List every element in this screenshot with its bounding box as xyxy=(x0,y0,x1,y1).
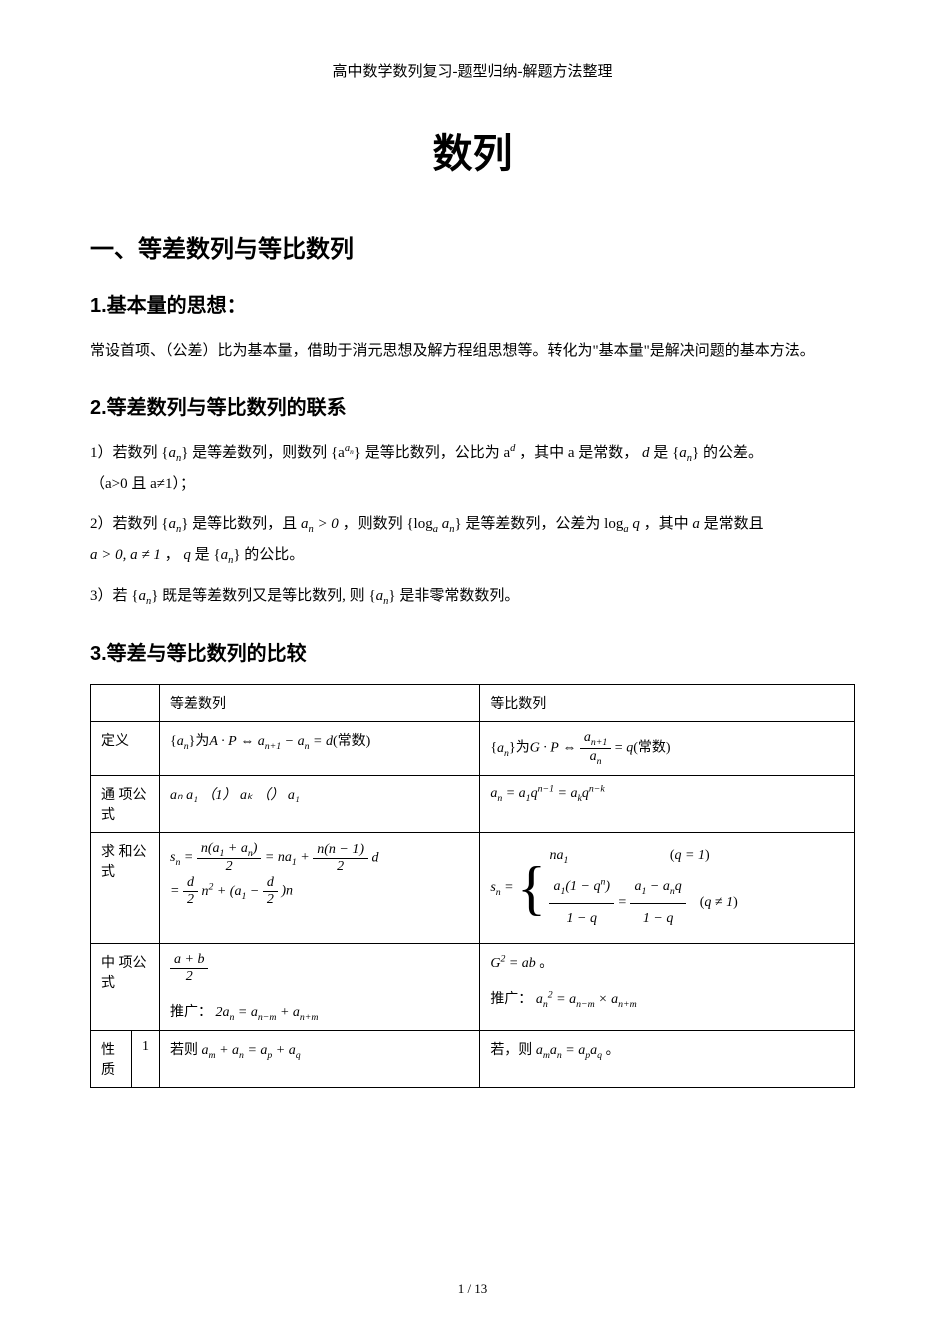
an-gt-0: an > 0 xyxy=(301,516,339,532)
text: ，其中 a 是常数， xyxy=(519,445,638,461)
prop-label: 性 质 xyxy=(91,1031,132,1087)
text: 为 xyxy=(516,741,530,756)
general-arithmetic: aₙ a₁ （1） aₖ （） a₁ xyxy=(160,775,480,832)
general-geometric: an = a1qn−1 = akqn−k xyxy=(480,775,855,832)
def-arithmetic: {an}为A · P ⇔ an+1 − an = d(常数) xyxy=(160,722,480,776)
main-title: 数列 xyxy=(90,121,855,179)
seq-an: {an} xyxy=(368,588,395,604)
text: 是非零常数数列。 xyxy=(399,588,519,604)
text: 是 xyxy=(653,445,668,461)
text: 既是等差数列又是等比数列, 则 xyxy=(162,588,365,604)
text: 是等比数列，且 xyxy=(192,516,297,532)
table-header-row: 等差数列 等比数列 xyxy=(91,685,855,722)
subsection-1-2-heading: 2.等差数列与等比数列的联系 xyxy=(90,391,855,420)
text: 是等差数列，则数列 xyxy=(192,445,327,461)
table-row-definition: 定义 {an}为A · P ⇔ an+1 − an = d(常数) {an}为G… xyxy=(91,722,855,776)
row-label: 性 质 1 xyxy=(91,1031,160,1088)
subsection-1-1-heading: 1.基本量的思想： xyxy=(90,289,855,318)
table-row-sum: 求 和公式 sn = n(a1 + an)2 = na1 + n(n − 1)2… xyxy=(91,832,855,943)
document-header: 高中数学数列复习-题型归纳-解题方法整理 xyxy=(90,60,855,81)
seq-an: {an} xyxy=(131,588,158,604)
text: 的公差。 xyxy=(703,445,763,461)
seq-an: {an} xyxy=(213,547,240,563)
prop-index: 1 xyxy=(132,1031,160,1087)
a-cond: a > 0, a ≠ 1 xyxy=(90,547,161,563)
table-row-midterm: 中 项公式 a + b2 推广： 2an = an−m + an+m G2 = … xyxy=(91,943,855,1031)
text: 为 xyxy=(195,734,209,749)
seq-an: {an} xyxy=(161,516,188,532)
prop-arithmetic: 若则 am + an = ap + aq xyxy=(160,1031,480,1088)
sum-arithmetic: sn = n(a1 + an)2 = na1 + n(n − 1)2 d = d… xyxy=(160,832,480,943)
row-label: 定义 xyxy=(91,722,160,776)
subsection-1-1-paragraph: 常设首项、（公差）比为基本量，借助于消元思想及解方程组思想等。转化为"基本量"是… xyxy=(90,336,855,366)
text: 1）若数列 xyxy=(90,445,158,461)
text: 3）若 xyxy=(90,588,128,604)
text: 是常数且 xyxy=(704,516,764,532)
row-label: 中 项公式 xyxy=(91,943,160,1031)
text: (常数) xyxy=(333,734,370,749)
seq-an: {an} xyxy=(672,445,699,461)
seq-an: {an} xyxy=(161,445,188,461)
note: （a>0 且 a≠1）； xyxy=(90,476,195,492)
period: 。 xyxy=(539,956,553,971)
link-item-2: 2）若数列 {an} 是等比数列，且 an > 0 ，则数列 {loga an}… xyxy=(90,509,855,571)
a-var: a xyxy=(692,516,703,532)
text: (常数) xyxy=(633,741,670,756)
prop-geometric: 若，则 aman = apaq 。 xyxy=(480,1031,855,1088)
text: 是等比数列，公比为 xyxy=(365,445,500,461)
table-row-property: 性 质 1 若则 am + an = ap + aq 若，则 aman = ap… xyxy=(91,1031,855,1088)
def-geometric: {an}为G · P ⇔ an+1an = q(常数) xyxy=(480,722,855,776)
text: 2）若数列 xyxy=(90,516,158,532)
text: 推广： xyxy=(170,1005,212,1020)
link-item-3: 3）若 {an} 既是等差数列又是等比数列, 则 {an} 是非零常数数列。 xyxy=(90,581,855,612)
comparison-table: 等差数列 等比数列 定义 {an}为A · P ⇔ an+1 − an = d(… xyxy=(90,684,855,1088)
col-geometric-header: 等比数列 xyxy=(480,685,855,722)
sum-geometric: sn = { na1 (q = 1) a1(1 − qn)1 − q = a1 … xyxy=(480,832,855,943)
text: ， xyxy=(165,547,180,563)
q-var: q xyxy=(183,547,194,563)
link-item-1: 1）若数列 {an} 是等差数列，则数列 {aan} 是等比数列，公比为 ad … xyxy=(90,438,855,499)
text: 若则 xyxy=(170,1043,202,1058)
page: 高中数学数列复习-题型归纳-解题方法整理 数列 一、等差数列与等比数列 1.基本… xyxy=(0,0,945,1337)
text: 是等差数列，公差为 xyxy=(465,516,600,532)
page-footer: 1 / 13 xyxy=(0,1281,945,1297)
d-var: d xyxy=(642,445,650,461)
a-to-d: ad xyxy=(503,445,515,461)
text: 是 xyxy=(195,547,210,563)
table-row-general-term: 通 项公式 aₙ a₁ （1） aₖ （） a₁ an = a1qn−1 = a… xyxy=(91,775,855,832)
text: ，则数列 xyxy=(343,516,403,532)
col-arithmetic-header: 等差数列 xyxy=(160,685,480,722)
period: 。 xyxy=(606,1043,620,1058)
blank-cell xyxy=(91,685,160,722)
subsection-1-3-heading: 3.等差与等比数列的比较 xyxy=(90,637,855,666)
text: 若，则 xyxy=(490,1043,532,1058)
text: ，其中 xyxy=(644,516,689,532)
section-1-heading: 一、等差数列与等比数列 xyxy=(90,229,855,264)
log-a-q: loga q xyxy=(604,516,640,532)
seq-log-an: {loga an} xyxy=(406,516,461,532)
mid-geometric: G2 = ab 。 推广： an2 = an−m × an+m xyxy=(480,943,855,1031)
row-label: 通 项公式 xyxy=(91,775,160,832)
text: 推广： xyxy=(490,992,532,1007)
mid-arithmetic: a + b2 推广： 2an = an−m + an+m xyxy=(160,943,480,1031)
row-label: 求 和公式 xyxy=(91,832,160,943)
text: 的公比。 xyxy=(244,547,304,563)
seq-a-power-an: {aan} xyxy=(331,445,361,461)
